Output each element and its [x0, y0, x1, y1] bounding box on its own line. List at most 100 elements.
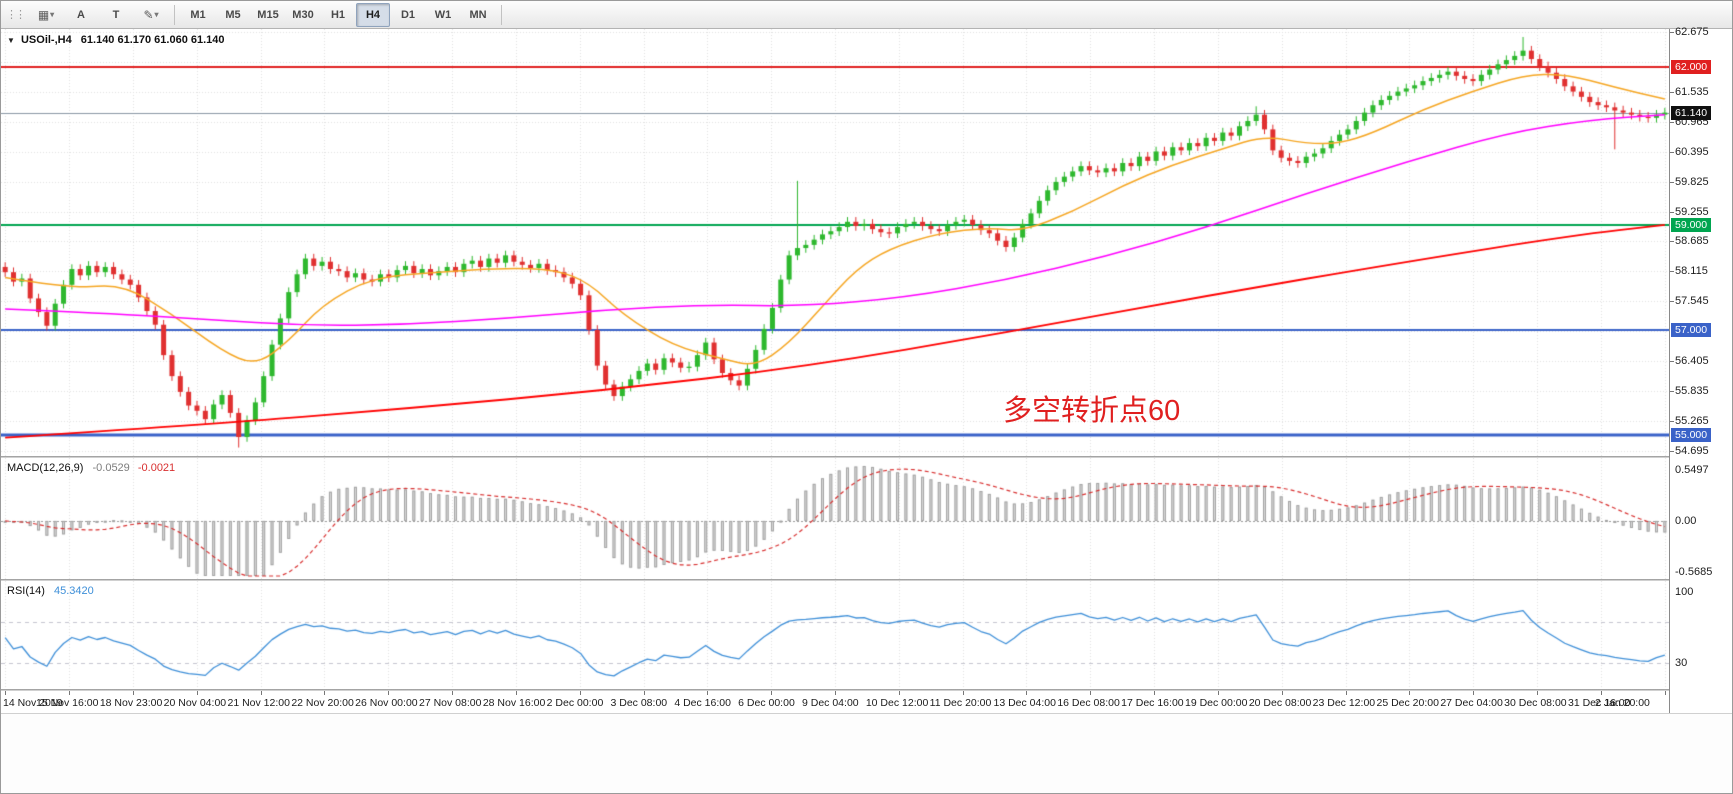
rsi-axis-label: 30 [1675, 657, 1688, 670]
time-axis-tick [1537, 691, 1538, 695]
timeframe-button-m1[interactable]: M1 [190, 8, 206, 21]
date-label: 20 Dec 08:00 [1248, 697, 1312, 709]
macd-main-value: -0.0529 [92, 462, 130, 474]
time-axis-tick [261, 691, 262, 695]
price-axis-label: 59.825 [1675, 175, 1709, 188]
panel-separator[interactable] [1, 579, 1732, 581]
price-axis-tick [1670, 181, 1674, 183]
time-axis-tick [1282, 691, 1283, 695]
text-frame-icon: T [112, 8, 120, 21]
timeframe-button-m30[interactable]: M30 [292, 8, 314, 21]
text-label-icon: A [77, 8, 85, 21]
date-label: 23 Dec 12:00 [1312, 697, 1376, 709]
price-axis-tick [1670, 151, 1674, 153]
hline-price-marker: 62.000 [1671, 60, 1712, 75]
time-axis-tick [1026, 691, 1027, 695]
price-axis-tick [1670, 32, 1674, 33]
date-label: 10 Dec 12:00 [865, 697, 929, 709]
price-axis-label: 56.405 [1675, 355, 1709, 368]
main-chart-canvas[interactable] [1, 29, 1669, 456]
price-axis-tick [1670, 211, 1674, 213]
time-axis-tick [1346, 691, 1347, 695]
rsi-panel: RSI(14) 45.3420 [1, 581, 1669, 689]
date-label: 31 Dec 16:00 [1567, 697, 1631, 709]
price-axis-label: 57.545 [1675, 295, 1709, 308]
price-axis-label: 55.835 [1675, 385, 1709, 398]
date-label: 6 Dec 00:00 [738, 697, 795, 709]
date-label: 18 Nov 23:00 [99, 697, 163, 709]
time-axis-tick [1218, 691, 1219, 695]
toolbar-separator [501, 4, 502, 25]
hline-price-marker: 55.000 [1671, 427, 1712, 442]
price-axis-label: 58.685 [1675, 235, 1709, 248]
rsi-label: RSI(14) 45.3420 [7, 585, 94, 597]
price-axis-tick [1670, 450, 1674, 452]
time-axis-tick [452, 691, 453, 695]
date-label: 20 Nov 04:00 [163, 697, 227, 709]
text-frame-button[interactable]: T [99, 3, 133, 27]
date-label: 27 Dec 04:00 [1440, 697, 1503, 709]
price-axis-tick [1670, 361, 1674, 363]
macd-axis-label: -0.5685 [1675, 565, 1713, 578]
toolbar: ⋮⋮ ▦ ▾ A T ✎ ▾ M1 M5 M15 M30 H1 H4 D1 W1 MN [1, 1, 1732, 29]
date-label: 27 Nov 08:00 [419, 697, 482, 709]
timeframe-button-h1[interactable]: H1 [330, 8, 346, 21]
price-axis-tick [1670, 121, 1674, 123]
pencil-icon: ✎ [143, 7, 154, 22]
macd-axis-label: 0.5497 [1675, 464, 1709, 477]
date-label: 3 Dec 08:00 [610, 697, 668, 709]
date-label: 26 Nov 00:00 [355, 697, 418, 709]
date-label: 17 Dec 16:00 [1121, 697, 1184, 709]
rsi-canvas[interactable] [1, 581, 1669, 689]
time-axis-tick [516, 691, 517, 695]
macd-name: MACD(12,26,9) [7, 462, 84, 474]
price-axis-label: 62.675 [1675, 26, 1709, 38]
time-axis[interactable]: 14 Nov 2019 15 Nov 16:00 18 Nov 23:00 20 No… [1, 691, 1669, 713]
draw-tools-button[interactable]: ✎ ▾ [134, 3, 168, 27]
chart-objects-button[interactable]: ▦ ▾ [29, 3, 63, 27]
time-axis-tick [69, 691, 70, 695]
time-axis-tick [963, 691, 964, 695]
price-axis-label: 55.265 [1675, 415, 1709, 428]
price-axis-label: 58.115 [1675, 265, 1708, 278]
macd-label: MACD(12,26,9) -0.0529 -0.0021 [7, 462, 175, 474]
macd-signal-value: -0.0021 [137, 462, 176, 474]
macd-panel: MACD(12,26,9) -0.0529 -0.0021 [1, 458, 1669, 579]
time-axis-tick [1665, 691, 1666, 695]
toolbar-drag-handle[interactable]: ⋮⋮ [6, 9, 26, 21]
text-label-button[interactable]: A [64, 3, 98, 27]
macd-canvas[interactable] [1, 458, 1669, 579]
chart-text-annotation[interactable]: 多空转折点60 [1003, 395, 1181, 427]
timeframe-button-mn[interactable]: MN [469, 8, 487, 21]
panel-separator [1, 689, 1732, 691]
panel-separator[interactable] [1, 456, 1732, 458]
timeframe-button-w1[interactable]: W1 [434, 8, 452, 21]
time-axis-tick [1090, 691, 1091, 695]
price-axis-label: 54.695 [1675, 444, 1709, 457]
date-label: 11 Dec 20:00 [929, 697, 992, 709]
price-axis-label: 60.395 [1675, 145, 1709, 158]
date-label: 28 Nov 16:00 [482, 697, 546, 709]
price-axis[interactable]: 62.675 61.535 60.965 60.395 59.825 59.255 58.6… [1669, 26, 1732, 713]
date-label: 25 Dec 20:00 [1376, 697, 1439, 709]
timeframe-button-m5[interactable]: M5 [225, 8, 241, 21]
time-axis-tick [388, 691, 389, 695]
timeframe-button-h4[interactable]: H4 [356, 2, 390, 27]
rsi-axis-label: 100 [1675, 585, 1694, 598]
date-label: 19 Dec 00:00 [1184, 697, 1248, 709]
price-axis-tick [1670, 301, 1674, 303]
time-axis-tick [580, 691, 581, 695]
chevron-down-icon: ▾ [50, 10, 55, 19]
ohlc-values: 61.140 61.170 61.060 61.140 [80, 34, 225, 46]
hline-price-marker: 59.000 [1671, 217, 1712, 232]
timeframe-button-m15[interactable]: M15 [257, 8, 279, 21]
toolbar-separator [174, 4, 175, 25]
date-label: 4 Dec 16:00 [674, 697, 731, 709]
rsi-value: 45.3420 [53, 585, 94, 597]
current-price-marker: 61.140 [1671, 105, 1712, 120]
hline-price-marker: 57.000 [1671, 322, 1712, 337]
time-axis-tick [197, 691, 198, 695]
objects-icon: ▦ [37, 7, 50, 22]
timeframe-button-d1[interactable]: D1 [400, 8, 416, 21]
